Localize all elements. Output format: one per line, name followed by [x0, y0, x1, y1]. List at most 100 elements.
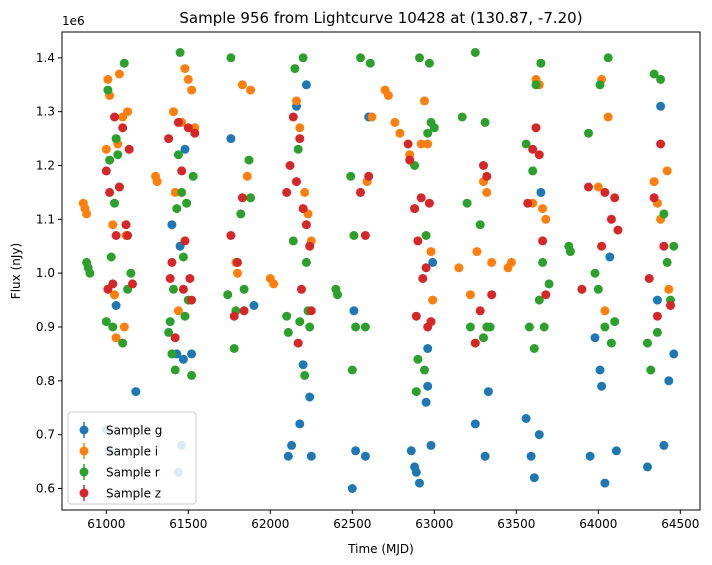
data-point [405, 155, 415, 165]
data-point [423, 344, 433, 353]
data-point [111, 333, 121, 343]
data-point [108, 279, 118, 289]
data-point [101, 317, 111, 327]
x-tick-label: 62500 [333, 517, 371, 531]
data-point [454, 263, 464, 273]
data-point [293, 144, 303, 154]
data-point [356, 53, 365, 63]
data-point [521, 139, 531, 149]
data-point [110, 112, 119, 122]
data-point [346, 171, 356, 181]
data-point [285, 161, 295, 170]
data-point [610, 317, 620, 327]
data-point [429, 123, 439, 133]
data-point [305, 392, 315, 402]
data-point [244, 155, 254, 165]
data-point [643, 338, 652, 348]
data-point [356, 187, 365, 197]
data-point [103, 85, 113, 95]
x-tick-label: 62000 [251, 517, 289, 531]
data-point [223, 290, 233, 300]
data-point [178, 284, 188, 294]
data-point [111, 301, 121, 310]
y-tick-label: 0.8 [36, 374, 55, 388]
data-point [288, 236, 298, 246]
data-point [242, 171, 252, 181]
data-point [110, 290, 119, 300]
data-point [101, 144, 111, 154]
data-point [577, 284, 587, 294]
data-point [610, 193, 620, 203]
x-tick-label: 64000 [579, 517, 617, 531]
data-point [662, 166, 672, 176]
data-point [584, 128, 593, 138]
data-point [178, 252, 188, 262]
data-point [300, 187, 310, 197]
data-point [644, 274, 654, 283]
data-point [536, 187, 546, 197]
data-point [531, 80, 541, 90]
data-point [131, 387, 141, 397]
data-point [177, 166, 187, 176]
data-point [269, 279, 279, 289]
data-point [233, 257, 242, 267]
data-point [539, 322, 549, 332]
data-point [152, 177, 162, 187]
data-point [292, 96, 301, 106]
data-point [415, 53, 424, 63]
data-point [298, 360, 308, 370]
data-point [177, 187, 187, 197]
data-point [121, 220, 131, 230]
data-point [180, 311, 190, 321]
data-point [295, 419, 305, 429]
legend-marker [79, 425, 89, 435]
data-point [403, 139, 413, 149]
data-point [428, 295, 438, 305]
legend-label: Sample g [106, 424, 162, 438]
data-point [290, 64, 300, 74]
data-point [487, 257, 497, 267]
data-point [664, 376, 674, 386]
data-point [282, 187, 292, 197]
data-point [606, 214, 616, 224]
data-point [416, 139, 426, 149]
data-point [306, 306, 316, 316]
data-point [183, 74, 193, 84]
data-point [600, 306, 610, 316]
data-point [483, 387, 493, 397]
data-point [351, 322, 361, 332]
data-point [106, 252, 116, 262]
data-point [531, 123, 541, 133]
y-tick-label: 0.7 [36, 428, 55, 442]
data-point [298, 53, 308, 63]
legend-marker [79, 446, 89, 456]
data-point [229, 311, 239, 321]
data-point [652, 327, 662, 337]
data-point [301, 220, 311, 230]
data-point [536, 58, 546, 68]
data-point [420, 365, 429, 375]
y-tick-label: 0.6 [36, 481, 55, 495]
data-point [413, 236, 423, 246]
data-point [410, 204, 420, 214]
data-point [246, 85, 256, 95]
data-point [649, 177, 659, 187]
data-point [528, 144, 538, 154]
data-point [167, 349, 177, 359]
data-point [423, 381, 433, 391]
data-point [424, 58, 434, 68]
data-point [236, 209, 246, 219]
data-point [584, 182, 593, 192]
data-point [365, 58, 375, 68]
data-point [595, 365, 605, 375]
data-point [101, 166, 111, 176]
data-point [413, 354, 423, 364]
data-point [297, 284, 306, 294]
data-point [360, 322, 370, 332]
data-point [226, 53, 236, 63]
legend-item: Sample z [79, 485, 161, 501]
data-point [118, 338, 128, 348]
data-point [649, 69, 659, 79]
data-point [428, 257, 438, 267]
data-point [418, 274, 428, 283]
